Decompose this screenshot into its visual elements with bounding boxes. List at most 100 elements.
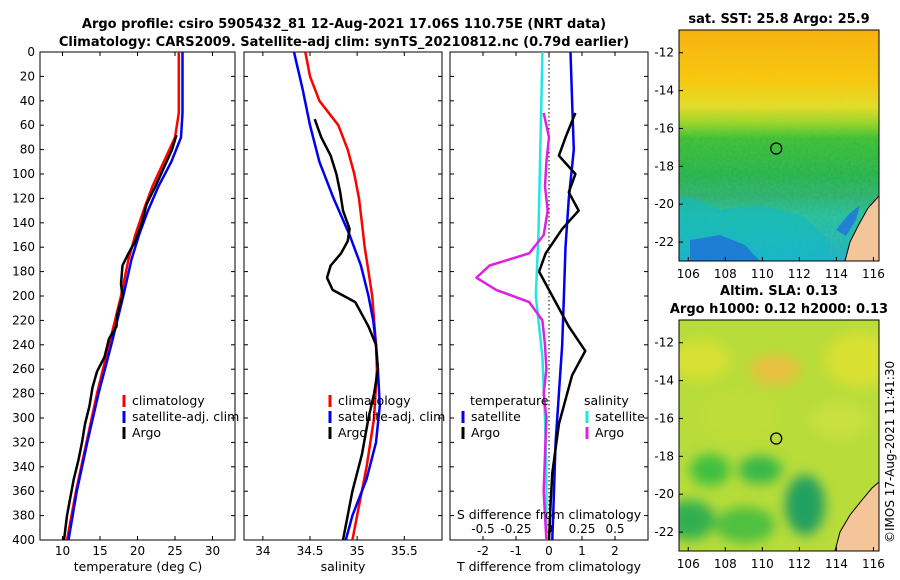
x-tick-label: 2 (611, 544, 619, 558)
series-satellite-adj-clim (292, 51, 382, 541)
temperature-profile-plot (62, 52, 184, 541)
sla-land (834, 481, 879, 551)
depth-tick-label: 320 (12, 435, 35, 449)
map-x-tick-label: 106 (677, 557, 700, 571)
x-tick-label: 30 (205, 544, 220, 558)
map-y-tick-label: -14 (654, 374, 674, 388)
legend-argo: Argo (132, 425, 161, 440)
difference-top-xlabel: S difference from climatology (457, 507, 642, 522)
legend-s-argo: Argo (595, 425, 624, 440)
depth-tick-label: 140 (12, 216, 35, 230)
x-tick-label: 10 (55, 544, 70, 558)
depth-tick-label: 400 (12, 533, 35, 547)
depth-tick-label: 20 (20, 69, 35, 83)
depth-tick-label: 200 (12, 289, 35, 303)
sst-map-axes: 106 108 110 112 114 116 -12 -14 -16 -18 -20 -22 (654, 46, 885, 281)
sst-argo-marker (770, 142, 783, 155)
series-argo (62, 134, 178, 541)
map-x-tick-label: 116 (862, 267, 885, 281)
salinity-x-axis: 34 34.5 35 35.5 (255, 52, 418, 558)
series-s-argo (475, 112, 551, 541)
x-tick-label: 35 (350, 544, 365, 558)
series-t-argo (537, 112, 587, 541)
salinity-legend: climatology satellite-adj. clim Argo (328, 393, 445, 440)
depth-tick-label: 220 (12, 313, 35, 327)
map-x-tick-label: 114 (825, 557, 848, 571)
map-y-tick-label: -18 (654, 449, 674, 463)
depth-tick-label: 280 (12, 387, 35, 401)
map-y-tick-label: -20 (654, 487, 674, 501)
map-x-tick-label: 108 (714, 267, 737, 281)
sst-frame (678, 29, 880, 262)
legend-satellite: satellite-adj. clim (338, 409, 445, 424)
depth-tick-label: 300 (12, 411, 35, 425)
sla-map (679, 320, 879, 551)
depth-tick-label: 360 (12, 484, 35, 498)
difference-profile-plot (475, 51, 587, 541)
x-tick-label: -1 (510, 544, 522, 558)
figure-title-line1: Argo profile: csiro 5905432_81 12-Aug-20… (82, 17, 606, 32)
x-tick-label: 34.5 (297, 544, 324, 558)
legend-t-argo: Argo (471, 425, 500, 440)
s-tick-label: 0.25 (569, 522, 596, 536)
sst-map (679, 30, 879, 261)
x-tick-label: -2 (477, 544, 489, 558)
difference-xlabel: T difference from climatology (456, 559, 642, 574)
sst-map-title: sat. SST: 25.8 Argo: 25.9 (688, 12, 869, 27)
depth-axis: 0 20 40 60 80 100 120 140 160 180 200 220 240 260 280 3… (12, 45, 648, 547)
sla-argo-marker (770, 432, 783, 445)
temperature-xlabel: temperature (deg C) (74, 559, 203, 574)
sst-warm-fringe (836, 205, 860, 236)
depth-tick-label: 240 (12, 338, 35, 352)
map-y-tick-label: -12 (654, 336, 674, 350)
map-x-tick-label: 112 (788, 557, 811, 571)
x-tick-label: 34 (255, 544, 270, 558)
depth-tick-label: 260 (12, 362, 35, 376)
sst-land (844, 195, 879, 261)
map-x-tick-label: 112 (788, 267, 811, 281)
map-y-tick-label: -22 (654, 235, 674, 249)
sla-map-axes: 106 108 110 112 114 116 -12 -14 -16 -18 -20 -22 (654, 336, 885, 571)
map-y-tick-label: -12 (654, 46, 674, 60)
map-y-tick-label: -14 (654, 84, 674, 98)
map-x-tick-label: 110 (751, 557, 774, 571)
sst-cold-patch (690, 235, 760, 261)
x-tick-label: 15 (92, 544, 107, 558)
legend-t-satellite: satellite (471, 409, 521, 424)
map-x-tick-label: 116 (862, 557, 885, 571)
map-y-tick-label: -20 (654, 197, 674, 211)
x-tick-label: 1 (578, 544, 586, 558)
temperature-legend: climatology satellite-adj. clim Argo (122, 393, 239, 440)
legend-argo: Argo (338, 425, 367, 440)
x-tick-label: 25 (167, 544, 182, 558)
depth-tick-label: 160 (12, 240, 35, 254)
x-tick-label: 20 (130, 544, 145, 558)
map-x-tick-label: 106 (677, 267, 700, 281)
depth-tick-label: 80 (20, 143, 35, 157)
timestamp: ©IMOS 17-Aug-2021 11:41:30 (883, 361, 897, 543)
depth-tick-label: 380 (12, 509, 35, 523)
series-satellite-adj-clim (67, 52, 184, 541)
s-tick-label: -0.5 (471, 522, 494, 536)
legend-salinity-title: salinity (584, 393, 629, 408)
legend-temperature-title: temperature (470, 393, 549, 408)
depth-tick-label: 40 (20, 94, 35, 108)
map-y-tick-label: -16 (654, 121, 674, 135)
map-y-tick-label: -22 (654, 525, 674, 539)
depth-tick-label: 120 (12, 191, 35, 205)
temperature-axes (39, 51, 236, 541)
legend-climatology: climatology (338, 393, 411, 408)
depth-tick-label: 0 (27, 45, 35, 59)
legend-satellite: satellite-adj. clim (132, 409, 239, 424)
sla-map-title-line2: Argo h1000: 0.12 h2000: 0.13 (670, 302, 888, 317)
x-tick-label: 0 (545, 544, 553, 558)
temperature-x-axis: 10 15 20 25 30 (55, 52, 220, 558)
depth-tick-label: 340 (12, 460, 35, 474)
depth-tick-label: 100 (12, 167, 35, 181)
s-tick-label: -0.25 (500, 522, 531, 536)
series-argo (313, 118, 380, 541)
depth-tick-label: 60 (20, 118, 35, 132)
s-tick-label: 0.5 (605, 522, 624, 536)
sla-frame (678, 319, 880, 552)
map-x-tick-label: 110 (751, 267, 774, 281)
